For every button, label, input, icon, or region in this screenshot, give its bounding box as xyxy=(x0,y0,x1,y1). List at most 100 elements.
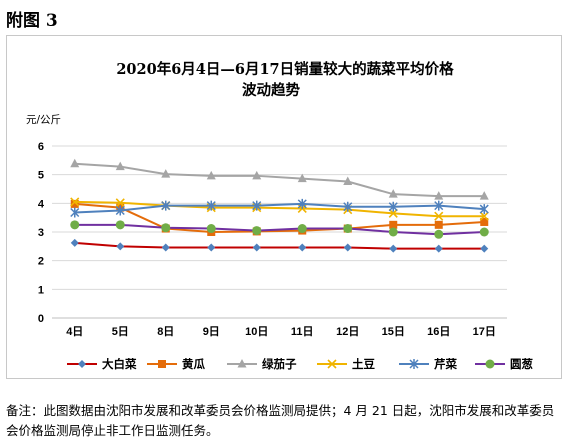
chart-title-line-1: 2020年6月4日—6月17日销量较大的蔬菜平均价格 xyxy=(116,60,454,78)
legend-label: 黄瓜 xyxy=(182,357,205,371)
data-point xyxy=(479,227,489,237)
data-point xyxy=(434,229,444,239)
data-point xyxy=(388,208,398,218)
data-point xyxy=(343,176,353,186)
price-line-chart: 2020年6月4日—6月17日销量较大的蔬菜平均价格 波动趋势 元/公斤 012… xyxy=(26,60,533,371)
legend-item: 土豆 xyxy=(317,357,375,371)
data-point xyxy=(388,189,398,198)
data-point xyxy=(161,223,171,233)
series-6 xyxy=(70,220,489,239)
data-point xyxy=(343,243,352,252)
y-tick-label: 6 xyxy=(38,141,44,153)
legend-item: 黄瓜 xyxy=(147,357,205,371)
footnote: 备注：此图数据由沈阳市发展和改革委员会价格监测局提供；4 月 21 日起，沈阳市… xyxy=(6,403,555,438)
series-line xyxy=(74,241,485,250)
data-point xyxy=(297,198,307,209)
legend-swatch-marker xyxy=(158,360,166,368)
legend-swatch-marker xyxy=(409,359,419,369)
x-tick-label: 15日 xyxy=(382,325,405,338)
series-line xyxy=(74,202,485,234)
data-point xyxy=(434,220,443,229)
data-point xyxy=(343,201,353,212)
chart-title-line-2: 波动趋势 xyxy=(242,81,300,99)
series-line xyxy=(74,200,485,218)
y-tick-label: 3 xyxy=(38,227,44,239)
data-point xyxy=(252,226,262,236)
data-point xyxy=(297,173,307,183)
data-point xyxy=(252,200,262,211)
x-tick-label: 12日 xyxy=(336,325,359,338)
y-tick-label: 1 xyxy=(38,284,44,296)
data-point xyxy=(70,199,79,208)
x-axis-ticks: 4日 5日 8日 9日 10日 11日 12日 15日 16日 17日 xyxy=(66,325,496,338)
legend-label: 土豆 xyxy=(352,357,375,371)
series-line xyxy=(74,223,485,236)
legend-swatch-marker xyxy=(78,360,86,368)
data-point xyxy=(161,169,171,178)
data-point xyxy=(434,200,444,211)
legend-label: 绿茄子 xyxy=(262,357,297,371)
data-point xyxy=(70,207,80,218)
y-axis-unit-label: 元/公斤 xyxy=(26,114,61,126)
data-point xyxy=(70,220,80,230)
y-tick-label: 4 xyxy=(38,198,45,210)
data-point xyxy=(480,217,489,226)
legend-label: 芹菜 xyxy=(434,357,457,371)
data-point xyxy=(70,238,79,247)
data-point xyxy=(479,204,489,215)
legend: 大白菜 黄瓜 绿茄子 土豆 芹菜 圆葱 xyxy=(67,357,533,371)
data-point xyxy=(161,243,170,252)
data-point xyxy=(116,242,125,251)
data-point xyxy=(115,220,125,230)
x-tick-label: 10日 xyxy=(245,325,268,338)
series-lines xyxy=(70,158,489,253)
data-point xyxy=(389,244,398,253)
data-point xyxy=(115,161,125,171)
data-point xyxy=(388,227,398,237)
x-tick-label: 9日 xyxy=(203,325,220,338)
legend-swatch-marker xyxy=(485,359,495,369)
legend-item: 圆葱 xyxy=(475,357,533,371)
y-axis-ticks: 0 1 2 3 4 5 6 xyxy=(38,141,45,325)
legend-item: 大白菜 xyxy=(67,357,137,371)
y-tick-label: 0 xyxy=(38,313,44,325)
x-tick-label: 11日 xyxy=(291,325,314,338)
data-point xyxy=(206,224,216,234)
x-tick-label: 8日 xyxy=(157,325,174,338)
x-tick-label: 16日 xyxy=(427,325,450,338)
legend-swatch-marker xyxy=(237,359,247,368)
data-point xyxy=(70,158,80,168)
legend-item: 绿茄子 xyxy=(227,357,297,371)
data-point xyxy=(252,243,261,252)
figure-label: 附图 3 xyxy=(6,11,58,31)
data-point xyxy=(389,220,398,229)
data-point xyxy=(298,243,307,252)
data-point xyxy=(297,224,307,234)
series-5 xyxy=(70,198,489,218)
data-point xyxy=(479,191,489,200)
chart-title: 2020年6月4日—6月17日销量较大的蔬菜平均价格 波动趋势 xyxy=(116,60,454,99)
series-3 xyxy=(70,158,489,200)
data-point xyxy=(206,170,216,180)
data-point xyxy=(434,244,443,253)
series-line xyxy=(74,162,485,198)
data-point xyxy=(70,197,80,207)
data-point xyxy=(115,205,125,216)
data-point xyxy=(252,170,262,180)
y-tick-label: 2 xyxy=(38,256,44,268)
legend-label: 大白菜 xyxy=(102,357,137,371)
x-tick-label: 17日 xyxy=(473,325,496,338)
x-tick-label: 5日 xyxy=(112,325,129,338)
data-point xyxy=(206,200,216,211)
x-tick-label: 4日 xyxy=(66,325,83,338)
data-point xyxy=(207,243,216,252)
series-line xyxy=(74,202,485,214)
series-1 xyxy=(70,238,489,253)
legend-swatch-marker xyxy=(327,359,337,369)
data-point xyxy=(479,211,489,221)
data-point xyxy=(434,211,444,221)
data-point xyxy=(388,201,398,212)
data-point xyxy=(115,198,125,208)
legend-item: 芹菜 xyxy=(399,357,457,371)
